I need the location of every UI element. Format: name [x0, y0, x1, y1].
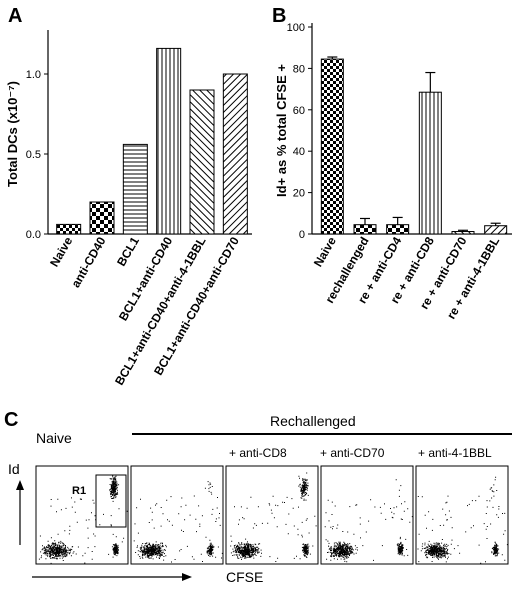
category-label-3: BCL1 [114, 234, 142, 268]
flow-events [133, 481, 223, 563]
flow-plot-1 [35, 465, 129, 565]
bar-5 [451, 231, 475, 235]
flow-plot-4 [320, 465, 414, 565]
flow-plot-frame [130, 465, 224, 565]
y-tick-label: 1.0 [26, 69, 41, 81]
bar-5 [189, 89, 215, 235]
bar-4 [418, 91, 442, 235]
flow-plot-frame [320, 465, 414, 565]
bar-2 [353, 224, 377, 235]
bar-6 [484, 225, 508, 235]
y-tick-label: 0 [299, 229, 305, 241]
y-axis-label: Id+ as % total CFSE + [274, 64, 289, 197]
y-tick-label: 20 [293, 188, 305, 200]
id-arrow-head [16, 480, 24, 490]
flow-plot-3 [225, 465, 319, 565]
bar-3 [386, 224, 410, 235]
bar-6 [222, 73, 248, 235]
naive-label: Naive [36, 430, 72, 446]
panel-b-label: B [272, 5, 286, 27]
panel-a-label: A [8, 5, 22, 27]
cfse-arrow-head [182, 573, 192, 581]
flow-axes: Id CFSE [8, 461, 263, 585]
y-tick-label: 60 [293, 105, 305, 117]
rechallenged-label: Rechallenged [270, 413, 356, 429]
flow-events [38, 475, 128, 564]
r1-gate-box [95, 474, 127, 528]
y-tick-label: 40 [293, 146, 305, 158]
flow-cytometry-plots: R1 [35, 465, 509, 565]
y-tick-label: 0.0 [26, 229, 41, 241]
bar-1 [320, 58, 344, 235]
bar-4 [156, 47, 182, 235]
cfse-axis-label: CFSE [226, 569, 263, 585]
r1-gate: R1 [72, 474, 127, 528]
r1-gate-label: R1 [72, 485, 86, 497]
id-axis-label: Id [8, 461, 20, 477]
bar-2 [89, 201, 115, 235]
y-tick-label: 80 [293, 63, 305, 75]
bar-1 [56, 223, 82, 235]
flow-events [230, 472, 317, 562]
y-axis-label: Total DCs (x10⁻⁷) [5, 81, 20, 187]
category-label-1: Naive [47, 234, 75, 269]
flow-plot-2 [130, 465, 224, 565]
y-tick-label: 100 [287, 22, 305, 34]
sub-label-cd8: + anti-CD8 [229, 446, 287, 460]
sub-label-41bbl: + anti-4-1BBL [418, 446, 492, 460]
sub-label-cd70: + anti-CD70 [320, 446, 385, 460]
flow-events [324, 479, 413, 563]
panel-c-header: Naive Rechallenged + anti-CD8 + anti-CD7… [36, 413, 512, 460]
category-label-1: Naive [311, 234, 339, 269]
y-tick-label: 0.5 [26, 149, 41, 161]
bar-3 [122, 143, 148, 235]
panel-c-label: C [4, 409, 18, 431]
flow-plot-5 [415, 465, 509, 565]
